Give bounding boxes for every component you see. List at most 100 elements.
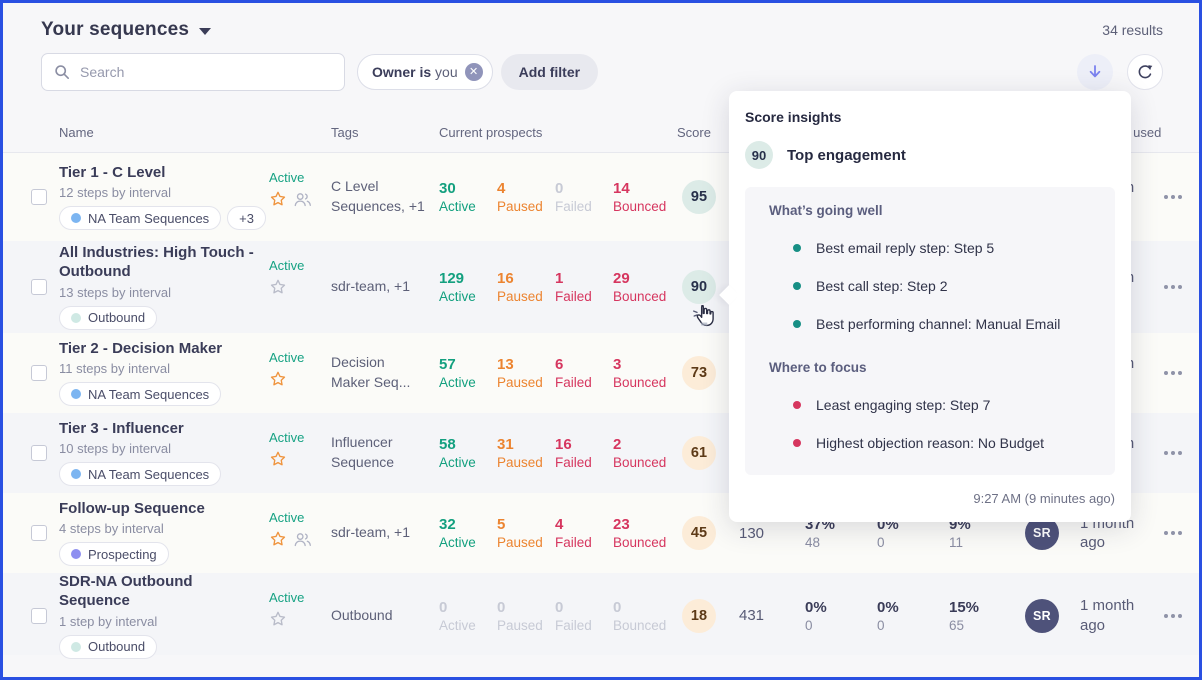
add-filter-button[interactable]: Add filter (500, 54, 599, 90)
insights-panel: What’s going well Best email reply step:… (745, 187, 1115, 475)
row-menu-button[interactable] (1147, 573, 1199, 659)
tags-cell: C Level Sequences, +1 (331, 178, 425, 214)
negative-bullet-icon (793, 439, 801, 447)
kebab-menu-icon (1164, 285, 1182, 289)
tags-cell: Decision Maker Seq... (331, 354, 411, 390)
favorite-star-icon[interactable] (269, 610, 287, 628)
owner-avatar: SR (1025, 598, 1059, 633)
tag-pill[interactable]: Outbound (59, 634, 158, 659)
current-prospects-cell: 57 Active 13 Paused 6 Failed 3 Bounced (439, 356, 667, 390)
tag-color-dot (71, 469, 81, 480)
tag-pill[interactable]: Prospecting (59, 542, 169, 567)
kebab-menu-icon (1164, 195, 1182, 199)
score-badge[interactable]: 73 (682, 356, 716, 390)
column-header-status-spacer (269, 125, 331, 140)
row-checkbox[interactable] (31, 607, 47, 624)
favorite-star-icon[interactable] (269, 530, 287, 548)
sequence-steps: 4 steps by interval (59, 521, 164, 537)
insights-section-heading: What’s going well (769, 203, 883, 218)
sequence-steps: 11 steps by interval (59, 361, 171, 377)
row-menu-button[interactable] (1147, 333, 1199, 413)
refresh-button[interactable] (1127, 54, 1163, 90)
results-count: 34 results (1102, 22, 1163, 38)
tags-cell: sdr-team, +1 (331, 524, 410, 541)
sequence-name-link[interactable]: Tier 3 - Influencer (59, 419, 184, 437)
sequence-name-link[interactable]: SDR-NA Outbound Sequence (59, 573, 193, 609)
search-icon (55, 65, 69, 79)
column-header-name[interactable]: Name (59, 125, 94, 140)
current-prospects-cell: 129 Active 16 Paused 1 Failed 29 Bounced (439, 270, 667, 304)
rate-cell: 15% 65 (949, 598, 980, 633)
collaborators-icon (294, 532, 311, 546)
popover-timestamp: 9:27 AM (9 minutes ago) (973, 491, 1115, 506)
favorite-star-icon[interactable] (269, 370, 287, 388)
current-prospects-cell: 58 Active 31 Paused 16 Failed 2 Bounced (439, 436, 667, 470)
column-header-current-prospects[interactable]: Current prospects (439, 125, 543, 140)
sequences-view-switcher[interactable]: Your sequences (41, 19, 212, 41)
row-menu-button[interactable] (1147, 153, 1199, 241)
sequence-name-link[interactable]: All Industries: High Touch - Outbound (59, 244, 254, 280)
row-checkbox[interactable] (31, 365, 47, 381)
more-tags-pill[interactable]: +3 (227, 206, 266, 231)
current-prospects-cell: 32 Active 5 Paused 4 Failed 23 Bounced (439, 516, 667, 550)
status-badge: Active (269, 170, 305, 185)
row-checkbox[interactable] (31, 525, 47, 541)
filter-chip-owner[interactable]: Owner is you ✕ (357, 54, 493, 90)
delivered-cell: 130 (739, 524, 765, 542)
toolbar: Owner is you ✕ Add filter (3, 41, 1199, 91)
row-menu-button[interactable] (1147, 241, 1199, 333)
row-checkbox[interactable] (31, 189, 47, 205)
row-menu-button[interactable] (1147, 413, 1199, 493)
insight-item: Least engaging step: Step 7 (769, 397, 1099, 413)
current-prospects-cell: 0 Active 0 Paused 0 Failed 0 Bounced (439, 598, 667, 633)
delivered-cell: 431 (739, 607, 765, 625)
tag-pill[interactable]: NA Team Sequences (59, 206, 222, 231)
favorite-star-icon[interactable] (269, 190, 287, 208)
status-badge: Active (269, 258, 305, 273)
row-checkbox[interactable] (31, 445, 47, 461)
mouse-cursor-hand-icon (690, 302, 718, 335)
sequence-steps: 1 step by interval (59, 613, 158, 629)
search-input[interactable] (80, 64, 332, 80)
sequence-name-link[interactable]: Tier 2 - Decision Maker (59, 339, 223, 357)
tag-color-dot (71, 213, 81, 224)
tag-pill[interactable]: NA Team Sequences (59, 382, 222, 407)
kebab-menu-icon (1164, 531, 1182, 535)
popover-score-label: Top engagement (787, 146, 906, 164)
popover-title: Score insights (745, 109, 842, 125)
tag-color-dot (71, 389, 81, 400)
positive-bullet-icon (793, 244, 801, 252)
insight-item: Best email reply step: Step 5 (769, 240, 1099, 256)
tag-color-dot (71, 312, 81, 323)
filter-chip-value: you (435, 64, 458, 80)
tag-color-dot (71, 549, 81, 560)
column-header-score[interactable]: Score (677, 125, 711, 140)
status-badge: Active (269, 590, 305, 605)
tag-pill[interactable]: NA Team Sequences (59, 462, 222, 487)
search-box[interactable] (41, 53, 345, 91)
tag-pill[interactable]: Outbound (59, 305, 158, 330)
sequence-name-link[interactable]: Tier 1 - C Level (59, 163, 166, 181)
table-row[interactable]: SDR-NA Outbound Sequence 1 step by inter… (3, 573, 1199, 659)
remove-filter-icon[interactable]: ✕ (464, 63, 483, 81)
sequence-steps: 13 steps by interval (59, 284, 172, 300)
score-insights-popover: Score insights 90 Top engagement What’s … (719, 91, 1131, 522)
current-prospects-cell: 30 Active 4 Paused 0 Failed 14 Bounced (439, 180, 667, 214)
negative-bullet-icon (793, 401, 801, 409)
sequence-steps: 10 steps by interval (59, 441, 172, 457)
kebab-menu-icon (1164, 613, 1182, 618)
favorite-star-icon[interactable] (269, 450, 287, 468)
row-menu-button[interactable] (1147, 493, 1199, 573)
export-download-button[interactable] (1077, 54, 1113, 90)
score-badge[interactable]: 90 (682, 270, 716, 304)
score-badge[interactable]: 61 (682, 436, 716, 470)
favorite-star-icon[interactable] (269, 278, 287, 296)
sequence-name-link[interactable]: Follow-up Sequence (59, 499, 205, 517)
row-checkbox[interactable] (31, 279, 47, 295)
score-badge[interactable]: 95 (682, 180, 716, 214)
tags-cell: Influencer Sequence (331, 434, 395, 470)
tags-cell: Outbound (331, 606, 393, 623)
score-badge[interactable]: 18 (682, 598, 716, 633)
column-header-tags[interactable]: Tags (331, 125, 359, 140)
score-badge[interactable]: 45 (682, 516, 716, 550)
